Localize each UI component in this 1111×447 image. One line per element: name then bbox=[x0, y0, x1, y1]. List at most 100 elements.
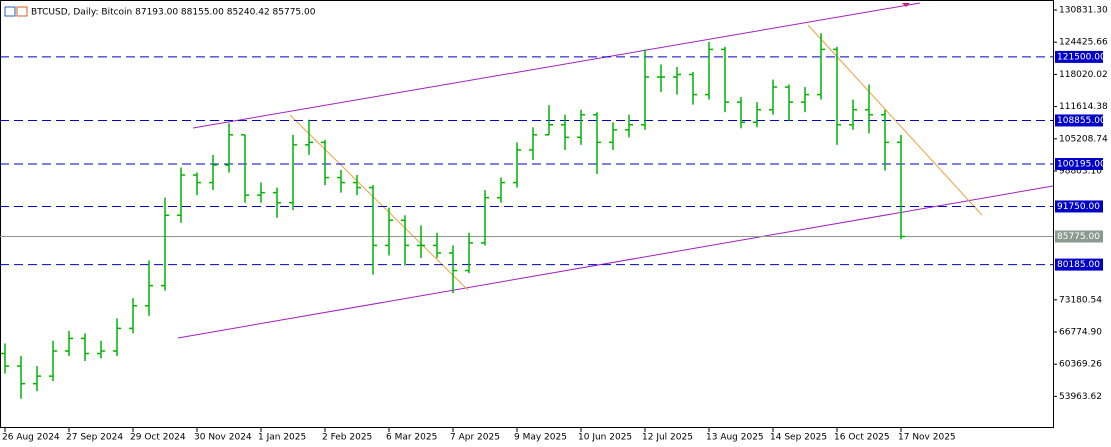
trend-line bbox=[289, 114, 469, 291]
chart-title: BTCUSD, Daily: Bitcoin 87193.00 88155.00… bbox=[31, 8, 316, 18]
ohlc-bar bbox=[497, 177, 505, 203]
y-tick-label: 130831.30 bbox=[1059, 5, 1108, 15]
ohlc-bar bbox=[65, 330, 73, 357]
ohlc-bar bbox=[529, 127, 537, 160]
ohlc-bar bbox=[145, 260, 153, 316]
ohlc-bar bbox=[897, 134, 905, 240]
level-label: 85775.00 bbox=[1057, 232, 1100, 242]
y-tick-label: 53963.62 bbox=[1059, 392, 1102, 402]
ohlc-bar bbox=[17, 356, 25, 399]
icon bbox=[4, 6, 16, 17]
ohlc-bar bbox=[449, 245, 457, 294]
ohlc-bar bbox=[385, 207, 393, 256]
x-tick-label: 30 Nov 2024 bbox=[194, 433, 252, 443]
ohlc-bar bbox=[33, 366, 41, 392]
x-tick-label: 14 Sep 2025 bbox=[770, 433, 827, 443]
ohlc-bar bbox=[705, 41, 713, 100]
ohlc-bar bbox=[577, 109, 585, 145]
level-label-box bbox=[1055, 158, 1103, 171]
y-tick-label: 66774.90 bbox=[1059, 328, 1102, 338]
y-tick-label: 105208.74 bbox=[1059, 134, 1108, 144]
ohlc-bar bbox=[257, 182, 265, 203]
channel-upper bbox=[192, 2, 921, 129]
ohlc-bar bbox=[129, 298, 137, 334]
ohlc-bar bbox=[433, 232, 441, 258]
level-label: 80185.00 bbox=[1057, 260, 1100, 270]
x-tick-label: 2 Feb 2025 bbox=[322, 433, 372, 443]
y-tick-label: 98803.10 bbox=[1059, 167, 1102, 177]
ohlc-bar bbox=[113, 318, 121, 357]
x-tick-label: 26 Aug 2024 bbox=[2, 433, 60, 443]
arrow-marker bbox=[902, 3, 910, 7]
ohlc-bar bbox=[593, 112, 601, 175]
ohlc-bar bbox=[625, 114, 633, 138]
ohlc-bar bbox=[641, 49, 649, 130]
level-label: 100195.00 bbox=[1057, 160, 1106, 170]
ohlc-bar bbox=[481, 190, 489, 246]
y-tick-label: 73180.54 bbox=[1059, 295, 1102, 305]
ohlc-bar bbox=[241, 134, 249, 203]
ohlc-bar bbox=[177, 167, 185, 223]
ohlc-bar bbox=[337, 170, 345, 193]
x-tick-label: 7 Apr 2025 bbox=[450, 433, 500, 443]
ohlc-bar bbox=[209, 154, 217, 191]
x-tick-label: 6 Mar 2025 bbox=[386, 433, 437, 443]
ohlc-bar bbox=[785, 84, 793, 121]
ohlc-bar bbox=[273, 187, 281, 218]
ohlc-bar bbox=[673, 66, 681, 95]
level-label-box bbox=[1055, 114, 1103, 127]
plot-frame bbox=[0, 0, 1054, 428]
ohlc-bar bbox=[753, 102, 761, 128]
level-label-box bbox=[1055, 200, 1103, 213]
channel-lower bbox=[177, 185, 1054, 339]
x-tick-label: 10 Jun 2025 bbox=[578, 433, 632, 443]
ohlc-bar bbox=[545, 105, 553, 136]
ohlc-bar bbox=[609, 122, 617, 150]
ohlc-bar bbox=[289, 134, 297, 211]
x-tick-label: 16 Oct 2025 bbox=[834, 433, 890, 443]
x-tick-label: 1 Jan 2025 bbox=[258, 433, 306, 443]
ohlc-bar bbox=[865, 84, 873, 134]
ohlc-bar bbox=[561, 114, 569, 150]
level-label: 108855.00 bbox=[1057, 116, 1106, 126]
ohlc-bar bbox=[193, 172, 201, 196]
x-tick-label: 27 Sep 2024 bbox=[66, 433, 123, 443]
ohlc-bar bbox=[513, 142, 521, 188]
x-tick-label: 17 Nov 2025 bbox=[898, 433, 956, 443]
ohlc-bar bbox=[721, 46, 729, 113]
ohlc-bar bbox=[49, 340, 57, 382]
x-tick-label: 13 Aug 2025 bbox=[706, 433, 764, 443]
ohlc-bar bbox=[801, 87, 809, 113]
y-tick-label: 111614.38 bbox=[1059, 102, 1108, 112]
ohlc-bar bbox=[81, 333, 89, 362]
y-tick-label: 124425.66 bbox=[1059, 38, 1108, 48]
ohlc-bar bbox=[417, 225, 425, 258]
level-label: 91750.00 bbox=[1057, 202, 1100, 212]
level-label: 121500.00 bbox=[1057, 52, 1106, 62]
ohlc-bar bbox=[305, 119, 313, 155]
x-tick-label: 29 Oct 2024 bbox=[130, 433, 186, 443]
icon bbox=[16, 6, 28, 17]
ohlc-bar bbox=[769, 79, 777, 115]
ohlc-bar bbox=[401, 215, 409, 266]
ohlc-bar bbox=[689, 71, 697, 105]
ohlc-bar bbox=[321, 139, 329, 186]
x-tick-label: 9 May 2025 bbox=[514, 433, 567, 443]
ohlc-bar bbox=[465, 232, 473, 274]
ohlc-bar bbox=[737, 97, 745, 129]
ohlc-bar bbox=[849, 99, 857, 130]
level-label-box bbox=[1055, 258, 1103, 271]
ohlc-bar bbox=[817, 33, 825, 100]
y-tick-label: 60369.26 bbox=[1059, 360, 1102, 370]
ohlc-bar bbox=[833, 46, 841, 145]
ohlc-bar bbox=[161, 197, 169, 291]
header-icons bbox=[4, 6, 28, 17]
ohlc-bar bbox=[369, 185, 377, 275]
ohlc-bar bbox=[97, 340, 105, 359]
ohlc-bar bbox=[657, 64, 665, 93]
level-label-box bbox=[1055, 50, 1103, 63]
ohlc-bar bbox=[881, 109, 889, 171]
ohlc-bar bbox=[353, 175, 361, 196]
ohlc-bar bbox=[225, 123, 233, 173]
